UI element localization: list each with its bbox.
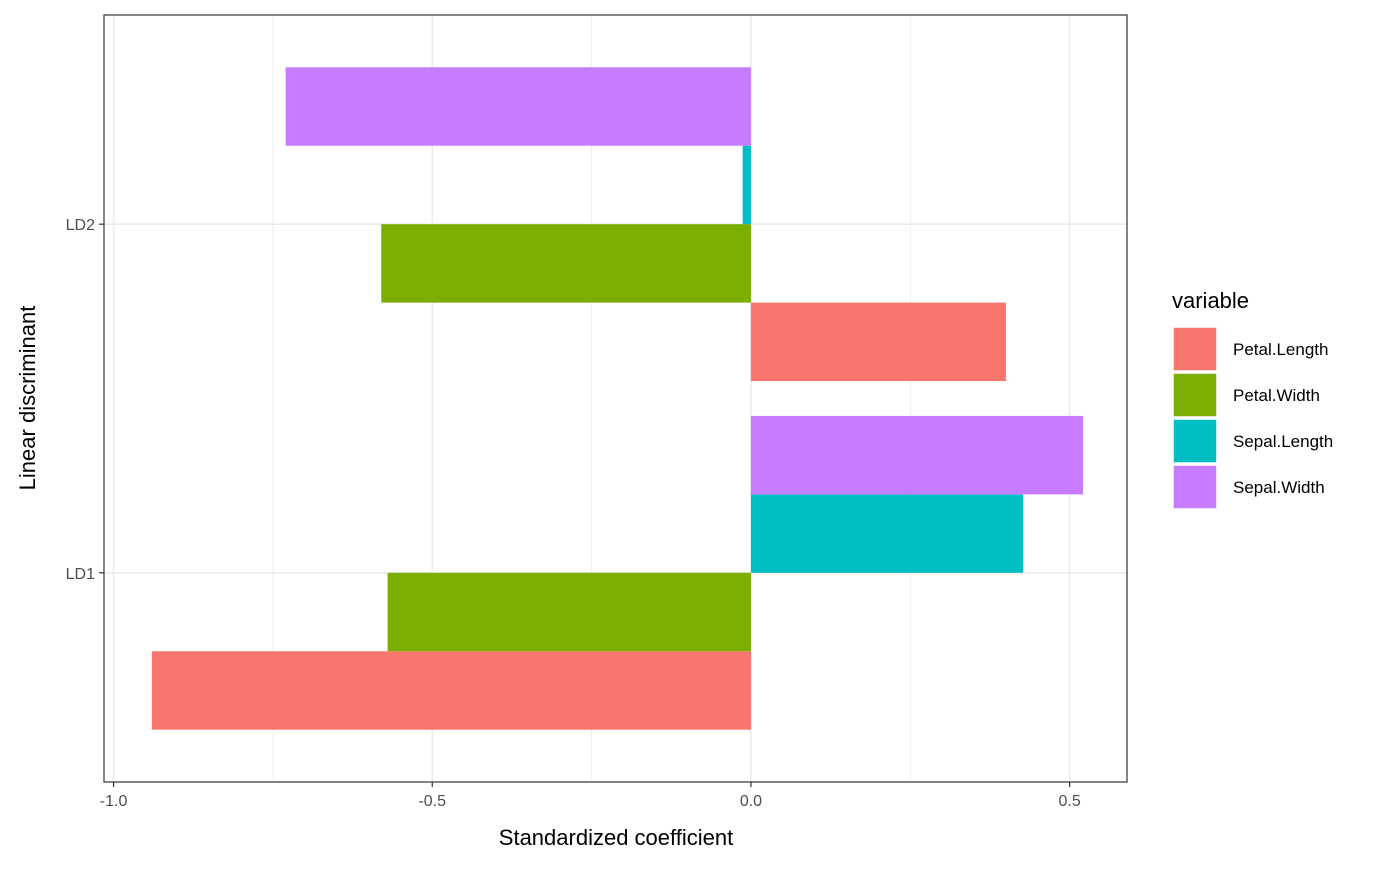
legend-label: Petal.Length xyxy=(1233,340,1328,359)
bar-ld2-petal-width xyxy=(381,224,751,303)
legend-key-petal-width xyxy=(1172,372,1218,418)
x-tick-label: 0.5 xyxy=(1059,793,1081,810)
plot-border xyxy=(103,14,1128,783)
y-axis-title: Linear discriminant xyxy=(15,306,40,491)
x-axis-title: Standardized coefficient xyxy=(499,825,733,850)
bar-ld1-petal-length xyxy=(151,651,751,730)
bar-ld2-sepal-width xyxy=(285,67,751,146)
grid-layer xyxy=(104,15,1127,782)
bar-layer xyxy=(151,67,1084,730)
x-tick-label: -0.5 xyxy=(418,793,446,810)
x-tick-label: -1.0 xyxy=(100,793,128,810)
bar-ld1-sepal-width xyxy=(750,415,1084,495)
legend-label: Petal.Width xyxy=(1233,386,1320,405)
legend-label: Sepal.Length xyxy=(1233,432,1333,451)
axis-layer: -1.0 -0.5 0.0 0.5 LD1 LD2 xyxy=(66,217,1081,810)
legend-key-sepal-length xyxy=(1172,418,1218,464)
bar-ld1-petal-width xyxy=(387,572,751,652)
legend-title: variable xyxy=(1172,288,1249,313)
y-tick-label: LD2 xyxy=(66,217,95,234)
y-tick-label: LD1 xyxy=(66,566,95,583)
bar-ld2-sepal-length xyxy=(742,145,751,225)
legend: variable Petal.Length Petal.Width Sepal.Le… xyxy=(1172,288,1333,510)
x-tick-label: 0.0 xyxy=(740,793,762,810)
legend-label: Sepal.Width xyxy=(1233,478,1325,497)
legend-key-sepal-width xyxy=(1172,464,1218,510)
bar-ld2-petal-length xyxy=(750,302,1006,382)
bar-ld1-sepal-length xyxy=(750,494,1024,573)
legend-key-petal-length xyxy=(1172,326,1218,372)
